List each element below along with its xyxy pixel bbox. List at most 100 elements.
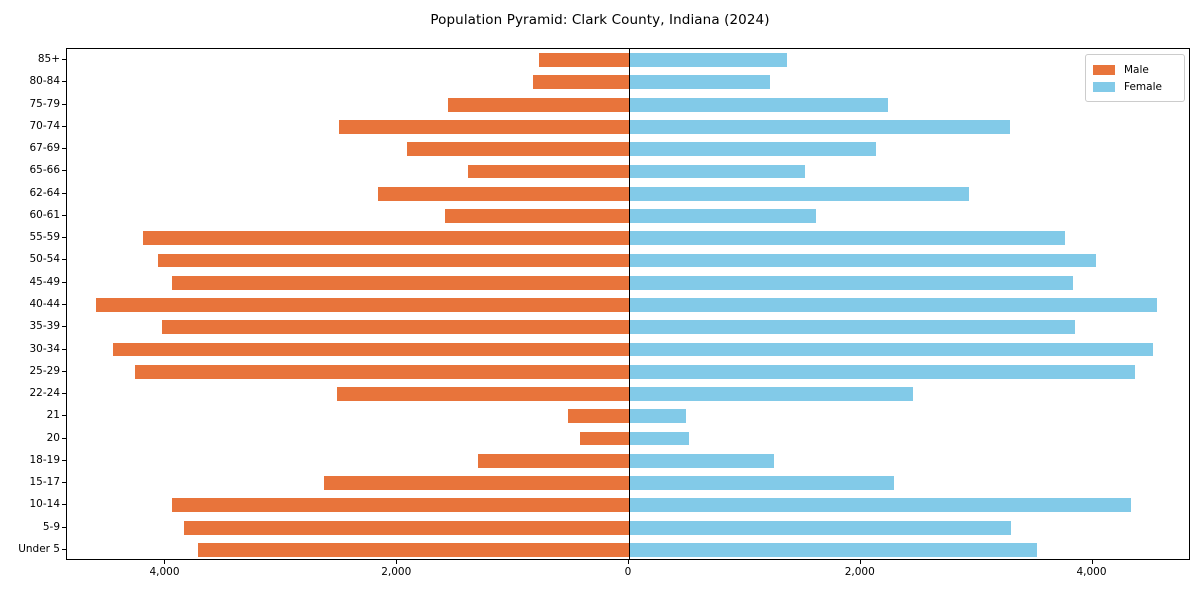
- y-tick-label: 55-59: [29, 231, 60, 244]
- y-tick-mark: [62, 148, 66, 150]
- y-tick-label: 18-19: [29, 453, 60, 466]
- plot-axes: [66, 48, 1190, 560]
- bar-row: [67, 298, 1189, 312]
- y-tick-mark: [62, 459, 66, 461]
- y-tick-label: 22-24: [29, 387, 60, 400]
- y-tick-mark: [62, 370, 66, 372]
- bar-male-85-: [538, 53, 629, 68]
- y-tick-mark: [62, 103, 66, 105]
- y-tick-label: 45-49: [29, 275, 60, 288]
- legend-swatch-female-icon: [1093, 81, 1115, 92]
- bar-male-15-17: [324, 476, 629, 490]
- bar-female-15-17: [629, 476, 895, 490]
- y-tick-label: 20: [46, 431, 60, 444]
- x-tick-label: 4,000: [1076, 566, 1107, 578]
- bar-male-30-34: [112, 342, 629, 357]
- x-tick-mark: [859, 560, 861, 564]
- bar-male-25-29: [135, 364, 629, 379]
- bar-female-21: [629, 409, 687, 424]
- y-tick-mark: [62, 304, 66, 305]
- bar-female-80-84: [629, 75, 771, 90]
- bar-row: [67, 387, 1189, 401]
- bar-row: [67, 431, 1189, 446]
- y-tick-label: 60-61: [29, 208, 60, 221]
- y-tick-mark: [62, 259, 66, 261]
- chart-legend: Male Female: [1085, 54, 1185, 102]
- bar-male-5-9: [184, 520, 629, 535]
- bar-female-10-14: [629, 498, 1131, 513]
- bar-male-10-14: [171, 498, 629, 513]
- bar-row: [67, 53, 1189, 68]
- chart-title: Population Pyramid: Clark County, Indian…: [430, 12, 770, 28]
- x-tick-label: 4,000: [149, 566, 180, 578]
- y-tick-mark: [62, 192, 66, 194]
- bar-male-20: [580, 431, 629, 446]
- bar-row: [67, 542, 1189, 557]
- x-tick-label: 2,000: [844, 566, 875, 578]
- bar-row: [67, 209, 1189, 223]
- bar-row: [67, 120, 1189, 134]
- bar-row: [67, 186, 1189, 201]
- bar-female-75-79: [629, 97, 888, 112]
- bar-male-50-54: [157, 253, 629, 268]
- bar-female-67-69: [629, 142, 877, 157]
- bar-female-45-49: [629, 275, 1073, 290]
- y-tick-mark: [62, 59, 66, 61]
- legend-label: Male: [1124, 63, 1149, 76]
- legend-entry-female[interactable]: Female: [1093, 78, 1177, 95]
- y-tick-label: 21: [46, 409, 60, 422]
- y-tick-mark: [62, 504, 66, 506]
- y-tick-label: 25-29: [29, 364, 60, 377]
- y-tick-mark: [62, 482, 66, 484]
- bar-male-55-59: [143, 231, 629, 246]
- bar-row: [67, 453, 1189, 468]
- bar-row: [67, 142, 1189, 157]
- bar-female-5-9: [629, 520, 1012, 535]
- bar-female-60-61: [629, 209, 816, 223]
- legend-swatch-male-icon: [1093, 64, 1115, 75]
- y-tick-label: 10-14: [29, 498, 60, 511]
- bar-row: [67, 342, 1189, 357]
- bar-male-62-64: [377, 186, 629, 201]
- y-tick-mark: [62, 81, 66, 83]
- y-tick-label: 40-44: [29, 298, 60, 310]
- y-tick-label: 85+: [37, 53, 60, 66]
- bar-female-under-5: [629, 542, 1037, 557]
- bar-female-18-19: [629, 453, 774, 468]
- bar-male-under-5: [197, 542, 629, 557]
- zero-axis-line: [629, 49, 630, 559]
- legend-entry-male[interactable]: Male: [1093, 61, 1177, 78]
- y-tick-label: 15-17: [29, 476, 60, 489]
- y-tick-mark: [62, 548, 66, 550]
- bar-male-60-61: [445, 209, 629, 223]
- y-tick-label: 65-66: [29, 164, 60, 177]
- y-tick-label: 80-84: [29, 75, 60, 88]
- bar-row: [67, 520, 1189, 535]
- y-tick-mark: [62, 437, 66, 439]
- plot-area: [67, 49, 1189, 559]
- bar-female-65-66: [629, 164, 806, 179]
- bar-row: [67, 75, 1189, 90]
- legend-label: Female: [1124, 80, 1162, 93]
- x-tick-label: 2,000: [381, 566, 412, 578]
- bar-row: [67, 253, 1189, 268]
- y-tick-label: 35-39: [29, 320, 60, 333]
- y-tick-mark: [62, 170, 66, 172]
- bar-row: [67, 164, 1189, 179]
- bar-male-75-79: [448, 97, 629, 112]
- bar-female-40-44: [629, 298, 1158, 312]
- bar-row: [67, 320, 1189, 335]
- bar-male-40-44: [95, 298, 629, 312]
- bar-male-65-66: [467, 164, 629, 179]
- bar-female-85-: [629, 53, 787, 68]
- bar-male-35-39: [162, 320, 629, 335]
- bar-male-67-69: [406, 142, 629, 157]
- bar-row: [67, 97, 1189, 112]
- bar-female-22-24: [629, 387, 913, 401]
- y-tick-mark: [62, 237, 66, 239]
- y-tick-label: 75-79: [29, 97, 60, 110]
- x-tick-mark: [1091, 560, 1093, 564]
- y-tick-label: 70-74: [29, 119, 60, 132]
- bar-female-62-64: [629, 186, 970, 201]
- x-tick-label: 0: [624, 566, 632, 578]
